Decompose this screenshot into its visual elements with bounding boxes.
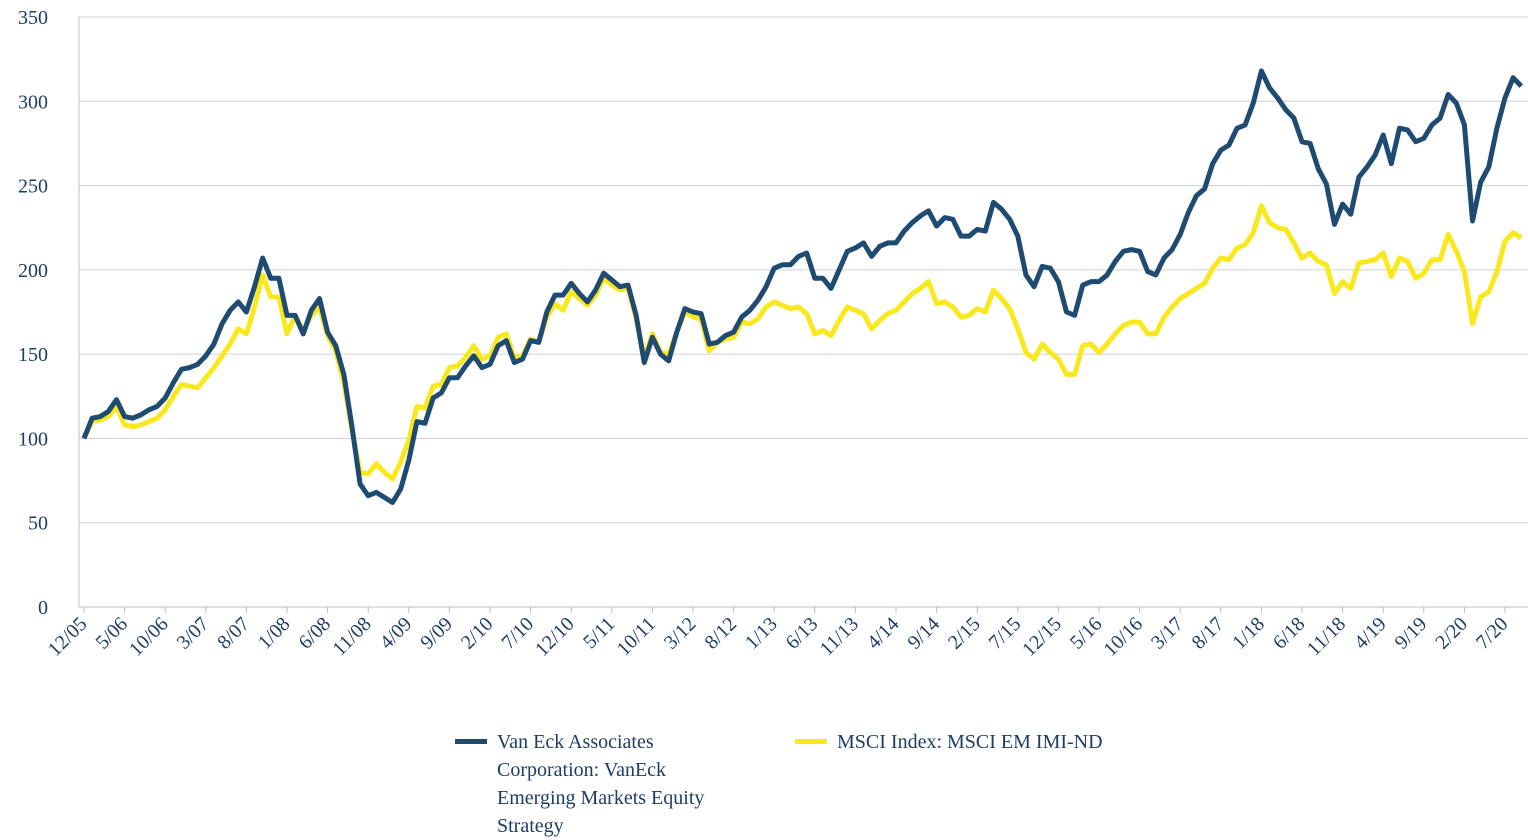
y-tick-label: 100 bbox=[18, 428, 48, 450]
y-tick-label: 250 bbox=[18, 176, 48, 198]
x-tick-label: 11/18 bbox=[1303, 613, 1350, 660]
x-tick-label: 8/12 bbox=[700, 613, 741, 654]
x-tick-label: 7/20 bbox=[1472, 613, 1513, 654]
x-tick-label: 4/19 bbox=[1350, 613, 1391, 654]
x-tick-label: 2/20 bbox=[1431, 613, 1472, 654]
x-tick-label: 3/17 bbox=[1147, 613, 1188, 654]
x-tick-label: 8/07 bbox=[213, 613, 254, 654]
x-tick-label: 5/11 bbox=[579, 613, 619, 653]
x-tick-label: 6/08 bbox=[294, 613, 335, 654]
x-tick-label: 12/15 bbox=[1018, 613, 1066, 661]
x-tick-label: 6/18 bbox=[1269, 613, 1310, 654]
x-tick-label: 9/09 bbox=[416, 613, 457, 654]
legend-label: MSCI Index: MSCI EM IMI-ND bbox=[837, 731, 1103, 753]
y-tick-label: 300 bbox=[18, 91, 48, 113]
x-tick-label: 10/11 bbox=[613, 613, 660, 660]
x-tick-label: 9/14 bbox=[903, 613, 944, 654]
x-tick-label: 4/14 bbox=[863, 613, 904, 654]
x-tick-label: 6/13 bbox=[782, 613, 823, 654]
legend-item: MSCI Index: MSCI EM IMI-ND bbox=[795, 728, 1237, 756]
x-tick-label: 10/06 bbox=[125, 613, 173, 661]
series-line bbox=[81, 68, 1524, 505]
y-tick-label: 200 bbox=[18, 260, 48, 282]
x-tick-label: 10/16 bbox=[1099, 613, 1147, 661]
x-tick-label: 11/13 bbox=[816, 613, 863, 660]
x-tick-label: 2/15 bbox=[944, 613, 985, 654]
x-tick-label: 8/17 bbox=[1188, 613, 1229, 654]
x-tick-label: 12/10 bbox=[531, 613, 579, 661]
x-tick-label: 4/09 bbox=[376, 613, 417, 654]
legend-swatch bbox=[455, 739, 487, 744]
y-tick-label: 0 bbox=[38, 597, 48, 619]
x-tick-label: 2/10 bbox=[457, 613, 498, 654]
x-tick-label: 3/07 bbox=[173, 613, 214, 654]
x-tick-label: 12/05 bbox=[44, 613, 92, 661]
legend-label: Van Eck Associates Corporation: VanEck E… bbox=[497, 731, 705, 837]
x-tick-label: 1/18 bbox=[1228, 613, 1269, 654]
y-tick-label: 350 bbox=[18, 7, 48, 29]
x-tick-label: 9/19 bbox=[1391, 613, 1432, 654]
y-tick-label: 150 bbox=[18, 344, 48, 366]
series-line bbox=[81, 203, 1523, 482]
legend-swatch bbox=[795, 739, 827, 744]
x-tick-label: 11/08 bbox=[328, 613, 375, 660]
x-tick-label: 1/08 bbox=[254, 613, 295, 654]
x-tick-label: 1/13 bbox=[741, 613, 782, 654]
y-tick-label: 50 bbox=[28, 513, 48, 535]
x-tick-label: 3/12 bbox=[660, 613, 701, 654]
legend: Van Eck Associates Corporation: VanEck E… bbox=[0, 728, 1528, 839]
legend-item: Van Eck Associates Corporation: VanEck E… bbox=[455, 728, 737, 840]
